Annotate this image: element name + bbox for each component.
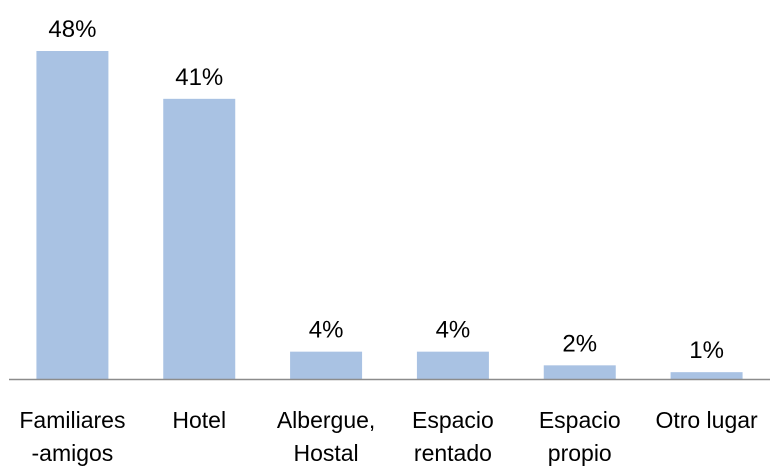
bar-2 [290, 351, 363, 379]
category-label-line: Hostal [293, 440, 358, 466]
bar-value-label-3: 4% [436, 317, 471, 344]
category-label-line: -amigos [32, 440, 114, 466]
bar-3 [416, 351, 489, 379]
bar-value-label-1: 41% [175, 64, 223, 91]
bar-4 [543, 365, 616, 379]
category-label-line: propio [548, 440, 612, 466]
bar-5 [670, 372, 743, 379]
category-label-4: Espacio propio [539, 407, 621, 466]
bar-value-label-4: 2% [562, 330, 597, 357]
category-labels-group: Familiares -amigos Hotel Albergue, Hostal Esp… [19, 407, 758, 466]
bar-1 [163, 98, 236, 379]
bar-value-label-2: 4% [309, 317, 344, 344]
category-label-0: Familiares -amigos [19, 407, 125, 466]
category-label-line: Albergue, [277, 407, 375, 433]
category-label-line: Espacio [539, 407, 621, 433]
category-label-line: Hotel [172, 407, 226, 433]
category-label-line: rentado [414, 440, 492, 466]
bar-value-label-0: 48% [48, 16, 96, 43]
category-label-5: Otro lugar [655, 407, 758, 433]
category-label-2: Albergue, Hostal [277, 407, 375, 466]
value-labels-group: 48% 41% 4% 4% 2% 1% [48, 16, 724, 364]
bar-value-label-5: 1% [689, 337, 724, 364]
category-label-3: Espacio rentado [412, 407, 494, 466]
category-label-line: Otro lugar [655, 407, 758, 433]
bar-0 [36, 51, 109, 379]
category-label-line: Familiares [19, 407, 125, 433]
category-label-line: Espacio [412, 407, 494, 433]
category-label-1: Hotel [172, 407, 226, 433]
bars-group [36, 51, 743, 379]
